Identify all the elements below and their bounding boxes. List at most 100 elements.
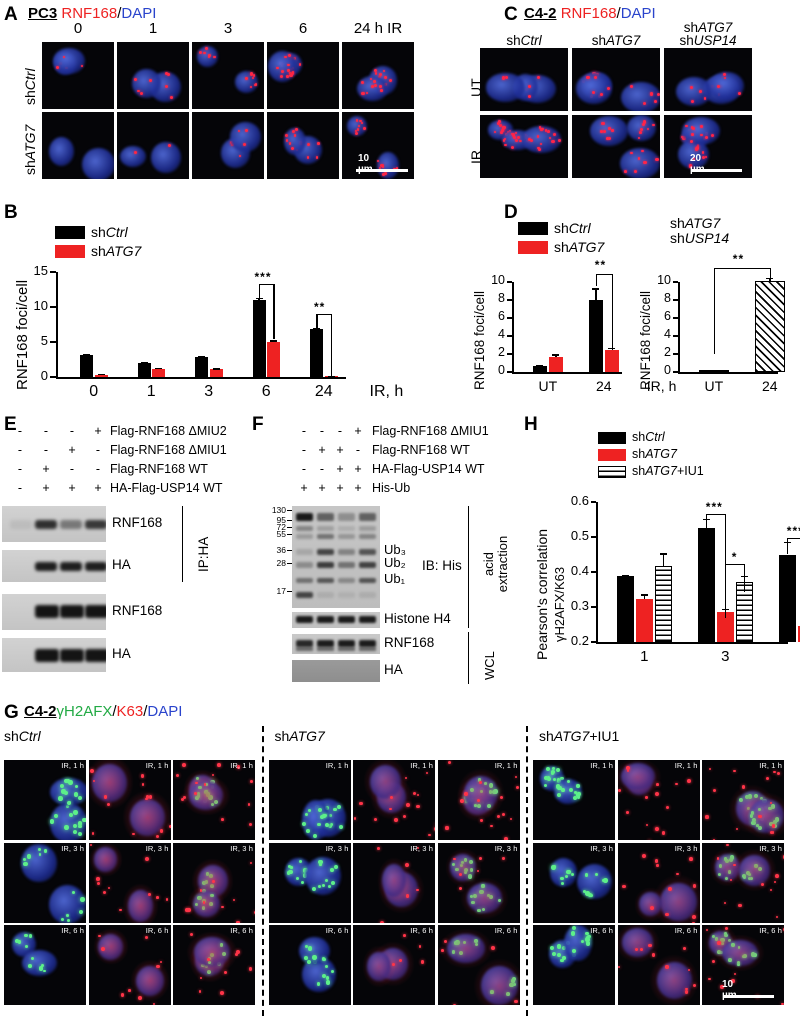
band [35, 519, 57, 529]
nucleus [590, 116, 629, 147]
focus-red [402, 815, 407, 819]
panel-f-ib-label: IB: His [422, 558, 462, 573]
focus-green [565, 869, 571, 875]
y-tick [50, 271, 56, 273]
focus-red [156, 835, 159, 839]
legend-label: shATG7 [91, 243, 142, 259]
focus [366, 91, 369, 94]
y-tick-label: 0.2 [570, 632, 589, 648]
focus [607, 136, 611, 141]
focus-green [560, 881, 564, 885]
focus [692, 126, 696, 130]
x-category-label: 6 [773, 648, 800, 665]
nucleus [575, 73, 613, 104]
focus-red [661, 831, 666, 836]
sig-leg [713, 268, 716, 354]
focus-red [733, 769, 736, 772]
panel-f-condition-sign: - [355, 443, 361, 457]
focus [245, 77, 248, 80]
panel-f-blot: - - - + Flag-RNF168 ΔMIU1- + + - Flag-RNF168 WT -… [250, 410, 520, 690]
band [296, 578, 313, 583]
panel-c-image [480, 48, 568, 111]
legend-label: shCtrl [554, 220, 591, 236]
band [296, 526, 313, 531]
focus-red [152, 1002, 156, 1005]
focus [137, 89, 141, 93]
focus [723, 76, 727, 80]
focus-red [207, 958, 210, 962]
focus [290, 71, 294, 75]
focus-green [68, 812, 74, 818]
focus-red [144, 857, 149, 862]
band-secondary [338, 647, 355, 651]
focus [291, 71, 294, 74]
focus [698, 89, 702, 93]
focus-red [232, 898, 235, 902]
focus [649, 92, 653, 96]
y-tick [591, 571, 596, 573]
focus-green [474, 942, 479, 947]
focus-green [307, 946, 312, 951]
focus-red [359, 801, 364, 806]
focus-green [552, 865, 556, 869]
focus-green [758, 807, 762, 811]
focus-green [287, 864, 292, 869]
panel-e-bracket [182, 506, 184, 582]
focus-green [325, 980, 331, 985]
focus-green [509, 982, 514, 988]
focus [605, 137, 609, 141]
band [317, 616, 334, 623]
panel-g-timestamp: IR, 1 h [674, 761, 698, 770]
focus-red [665, 965, 669, 969]
focus-green [323, 813, 327, 817]
focus [384, 172, 388, 175]
bar-shATG7 [209, 369, 223, 377]
panel-c-label: C [504, 4, 518, 25]
focus [515, 138, 519, 142]
panel-f-bracket-acid-label: acid extraction [481, 535, 510, 593]
focus-green [772, 820, 777, 825]
focus-red [184, 908, 189, 912]
focus-red [131, 832, 135, 836]
panel-f-condition-sign: + [300, 481, 308, 495]
focus-red [693, 983, 697, 987]
panel-g-stain-blue: DAPI [147, 703, 183, 720]
focus [363, 127, 366, 130]
panel-g-timestamp: IR, 3 h [759, 843, 782, 853]
panel-e-condition-sign: + [68, 481, 76, 495]
focus [283, 55, 287, 59]
panel-g-image: IR, 3 h [533, 842, 615, 923]
focus-red [405, 803, 410, 808]
panel-c-image [664, 115, 752, 178]
band [359, 526, 376, 531]
focus-green [17, 940, 22, 944]
focus [208, 54, 211, 57]
panel-f-mw-label: 72 [276, 522, 286, 532]
panel-e-bracket-label: IP:HA [196, 536, 211, 572]
focus [600, 130, 603, 133]
focus [377, 160, 380, 163]
focus-green [454, 941, 458, 945]
focus-green [543, 783, 548, 788]
x-category-label: 6 [261, 383, 271, 400]
focus-red [675, 783, 678, 786]
focus [251, 77, 255, 80]
focus-red [203, 783, 207, 786]
focus-green [731, 943, 735, 947]
error-bar [643, 594, 646, 599]
nucleus [347, 115, 368, 137]
panel-f-blot-label: RNF168 [384, 635, 435, 650]
panel-g-timestamp: IR, 1 h [494, 761, 518, 770]
focus-green [750, 811, 754, 815]
focus [357, 125, 360, 128]
nucleus [302, 799, 330, 840]
x-category-label: 3 [721, 648, 730, 665]
panel-a-image [342, 42, 414, 109]
x-category-label: 0 [89, 383, 99, 400]
red-haze [361, 945, 396, 988]
y-tick-label: 6 [498, 309, 505, 323]
focus-red [513, 999, 518, 1004]
focus [388, 79, 392, 83]
focus-red [711, 959, 715, 964]
panel-g-image: IR, 6 h [617, 925, 700, 1005]
